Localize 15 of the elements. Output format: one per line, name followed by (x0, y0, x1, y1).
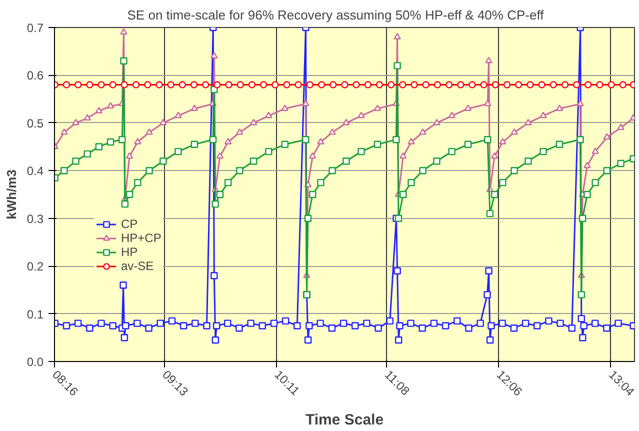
x-axis-title: Time Scale (305, 412, 384, 429)
legend-label: HP+CP (121, 231, 162, 245)
legend-label: av-SE (121, 259, 154, 273)
y-tick-label: 0.1 (26, 307, 44, 322)
chart-title: SE on time-scale for 96% Recovery assuming 50% HP-eff & 40% CP-eff (127, 8, 544, 22)
legend-label: HP (121, 245, 139, 259)
y-tick-label: 0.5 (26, 116, 44, 130)
y-tick-label: 0.2 (26, 260, 44, 274)
y-tick-label: 0.4 (26, 164, 44, 178)
y-axis-title: kWh/m3 (4, 170, 19, 220)
y-tick-label: 0.7 (26, 21, 44, 35)
legend-label: CP (121, 217, 139, 231)
y-tick-label: 0.6 (26, 68, 44, 83)
y-tick-label: 0.3 (26, 212, 44, 226)
y-tick-label: 0.0 (26, 355, 44, 369)
